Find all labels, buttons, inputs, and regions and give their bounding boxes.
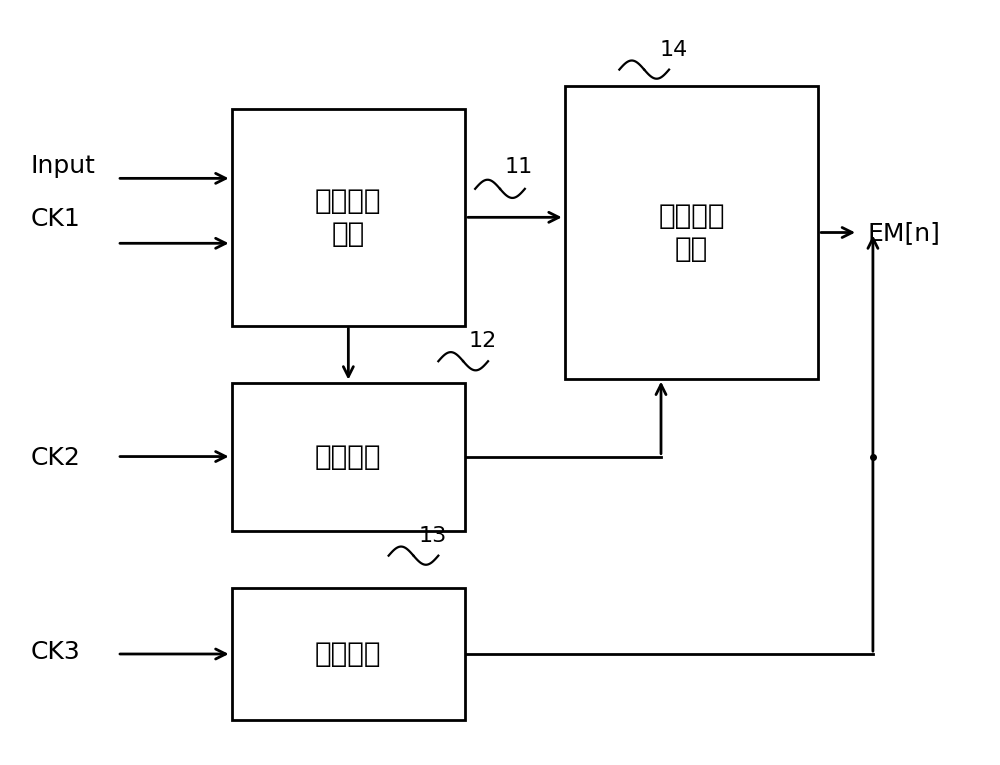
Bar [232, 109, 465, 326]
Text: 输出单元: 输出单元 [315, 442, 382, 470]
Bar [565, 86, 818, 379]
Text: 14: 14 [659, 40, 687, 60]
Text: 输出拉低
单元: 输出拉低 单元 [658, 202, 725, 262]
Bar [232, 382, 465, 531]
Text: 11: 11 [505, 158, 533, 177]
Text: CK3: CK3 [31, 640, 80, 664]
Text: 输入采样
单元: 输入采样 单元 [315, 187, 382, 248]
Text: EM[n]: EM[n] [868, 221, 941, 245]
Text: 13: 13 [418, 526, 447, 545]
Text: CK1: CK1 [31, 207, 80, 231]
Text: CK2: CK2 [31, 447, 80, 470]
Text: Input: Input [31, 154, 95, 178]
Text: 复位单元: 复位单元 [315, 640, 382, 668]
Text: 12: 12 [468, 330, 496, 350]
Bar [232, 588, 465, 721]
